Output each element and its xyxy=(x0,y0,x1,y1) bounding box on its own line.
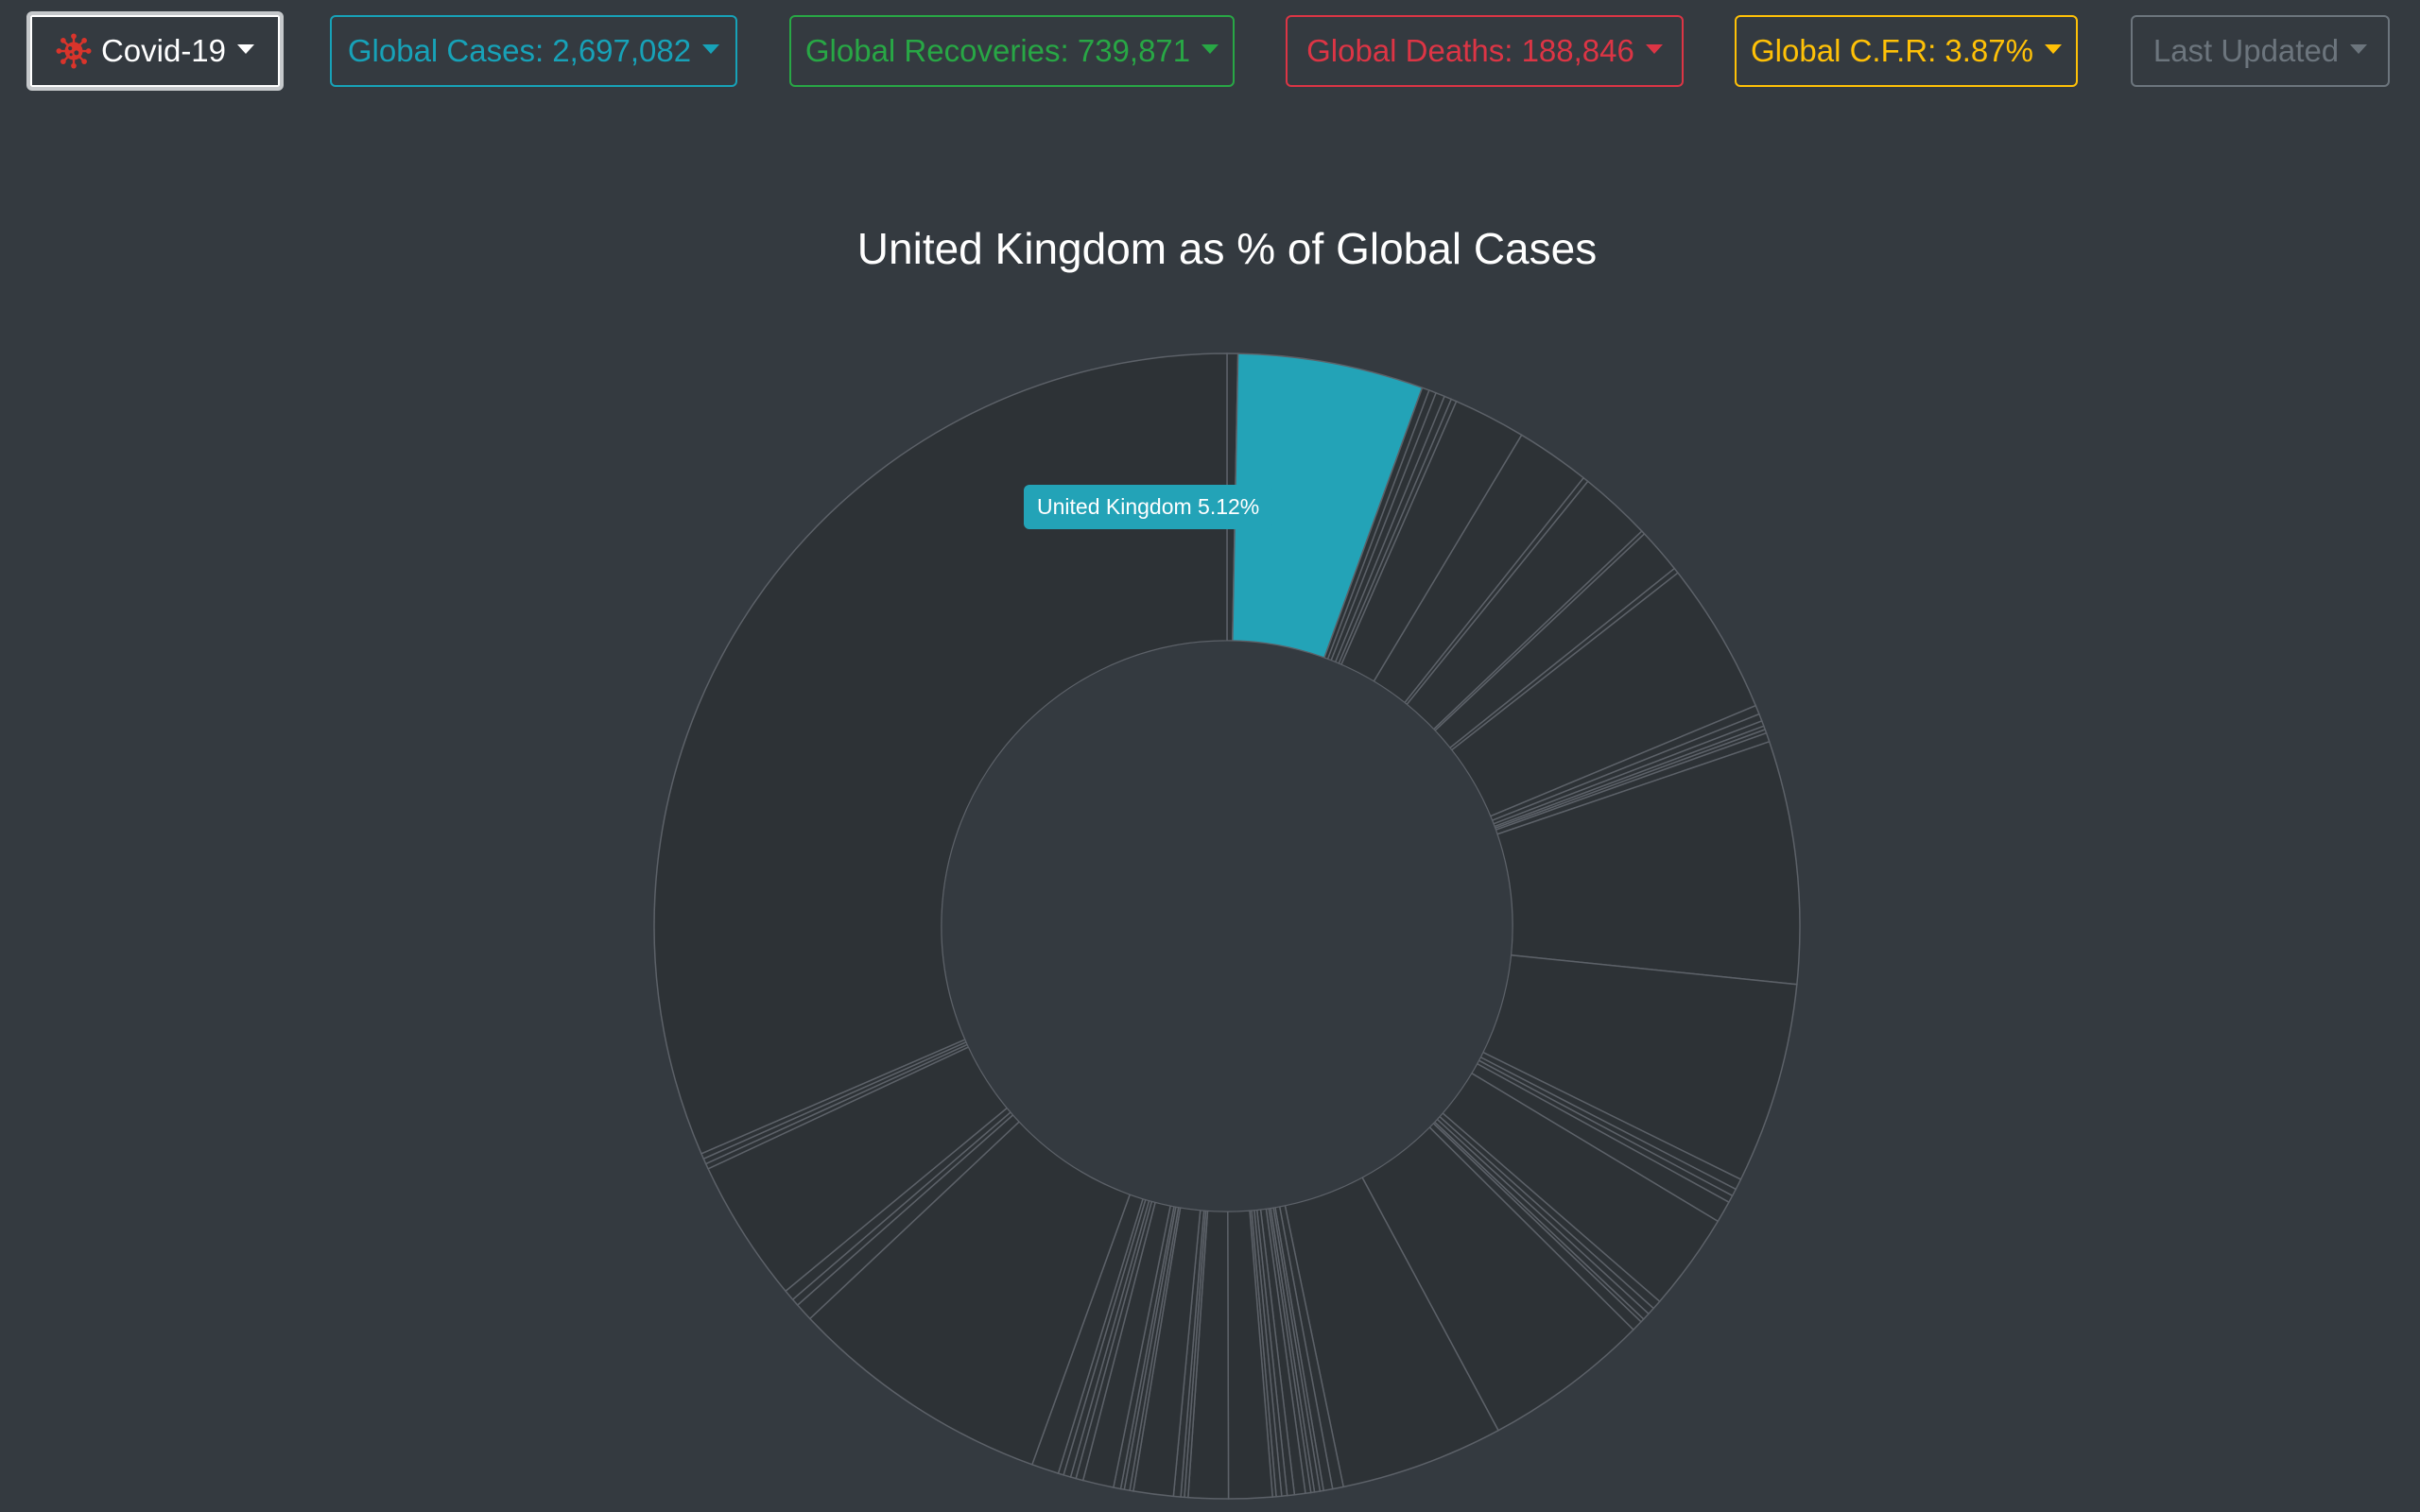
global-deaths-label: Global Deaths: 188,846 xyxy=(1306,33,1634,68)
last-updated-label: Last Updated xyxy=(2152,33,2340,68)
global-recoveries-label: Global Recoveries: 739,871 xyxy=(804,33,1191,68)
global-cfr-dropdown[interactable]: Global C.F.R: 3.87% xyxy=(1735,15,2078,87)
chart-title: United Kingdom as % of Global Cases xyxy=(856,224,1598,273)
covid-19-label: Covid-19 xyxy=(100,33,227,68)
caret-down-icon xyxy=(2350,44,2368,54)
virus-icon xyxy=(56,33,92,69)
top-navbar: Covid-19 Global Cases: 2,697,082 Global … xyxy=(0,0,2420,104)
global-deaths-dropdown[interactable]: Global Deaths: 188,846 xyxy=(1286,15,1684,87)
caret-down-icon xyxy=(237,44,255,54)
global-cases-label: Global Cases: 2,697,082 xyxy=(347,33,692,68)
global-cfr-label: Global C.F.R: 3.87% xyxy=(1751,33,2033,68)
covid-19-menu-button[interactable]: Covid-19 xyxy=(26,11,284,91)
donut-hole xyxy=(941,640,1513,1212)
last-updated-dropdown[interactable]: Last Updated xyxy=(2131,15,2390,87)
donut-slice[interactable] xyxy=(653,352,1228,1155)
caret-down-icon xyxy=(1645,44,1663,54)
caret-down-icon xyxy=(2044,44,2062,54)
caret-down-icon xyxy=(702,44,720,54)
chart-tooltip: United Kingdom 5.12% xyxy=(1024,485,1273,529)
global-recoveries-dropdown[interactable]: Global Recoveries: 739,871 xyxy=(789,15,1235,87)
global-cases-dropdown[interactable]: Global Cases: 2,697,082 xyxy=(330,15,737,87)
caret-down-icon xyxy=(1201,44,1219,54)
